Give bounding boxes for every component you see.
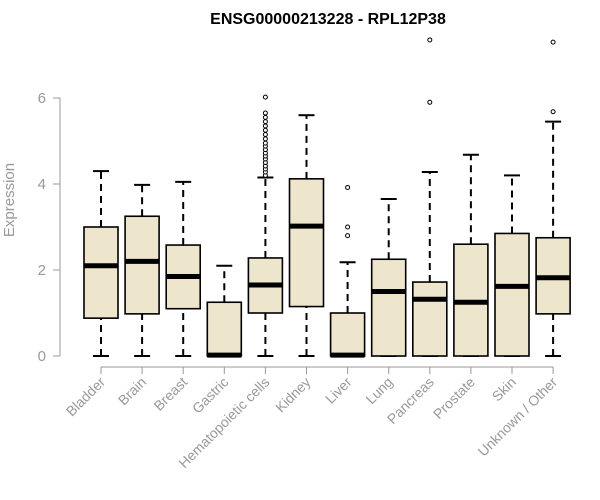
outlier-point [345,233,351,239]
outlier-point [262,132,268,138]
box [494,232,530,357]
outlier-point [262,136,268,142]
box-group [165,180,201,357]
box-group [288,114,325,357]
y-axis: 0 2 4 6 [38,90,61,365]
x-tick-label: Breast [150,374,190,414]
x-tick-label: Brain [115,374,149,408]
box-group [247,94,284,357]
outlier-point [262,94,268,100]
box [288,178,325,308]
box-group [453,153,489,357]
outlier-point [262,123,268,129]
box [83,226,119,319]
outlier-point [427,99,433,105]
outlier-point [550,109,556,115]
box-group [124,183,160,357]
outlier-point [550,39,556,45]
x-tick-label: Lung [362,374,395,407]
boxes-group [83,37,571,358]
outlier-point [262,114,268,120]
box [206,301,243,357]
outlier-point [345,184,351,190]
box-group [494,174,530,357]
x-tick-label: Skin [489,374,520,405]
outlier-point [262,110,268,116]
box-group [370,198,407,357]
box [411,281,448,357]
y-tick-label: 2 [38,262,46,279]
box [124,215,160,315]
y-axis-label: Expression [1,163,18,237]
box-group [411,37,448,357]
chart-title: ENSG00000213228 - RPL12P38 [210,11,446,28]
y-tick-label: 0 [38,348,46,365]
box [329,312,366,357]
x-tick-label: Bladder [63,374,109,420]
box-group [535,39,571,357]
outlier-point [345,224,351,230]
x-tick-label: Liver [322,374,355,407]
box-group [83,170,119,357]
x-tick-label: Prostate [430,374,478,422]
outlier-point [262,140,268,146]
box-group [206,264,243,358]
outlier-point [262,119,268,125]
box [370,258,407,357]
box-group [329,184,366,358]
x-tick-label: Kidney [272,374,314,416]
y-tick-label: 6 [38,90,46,107]
outlier-point [427,37,433,43]
outlier-point [262,127,268,133]
y-tick-label: 4 [38,176,46,193]
